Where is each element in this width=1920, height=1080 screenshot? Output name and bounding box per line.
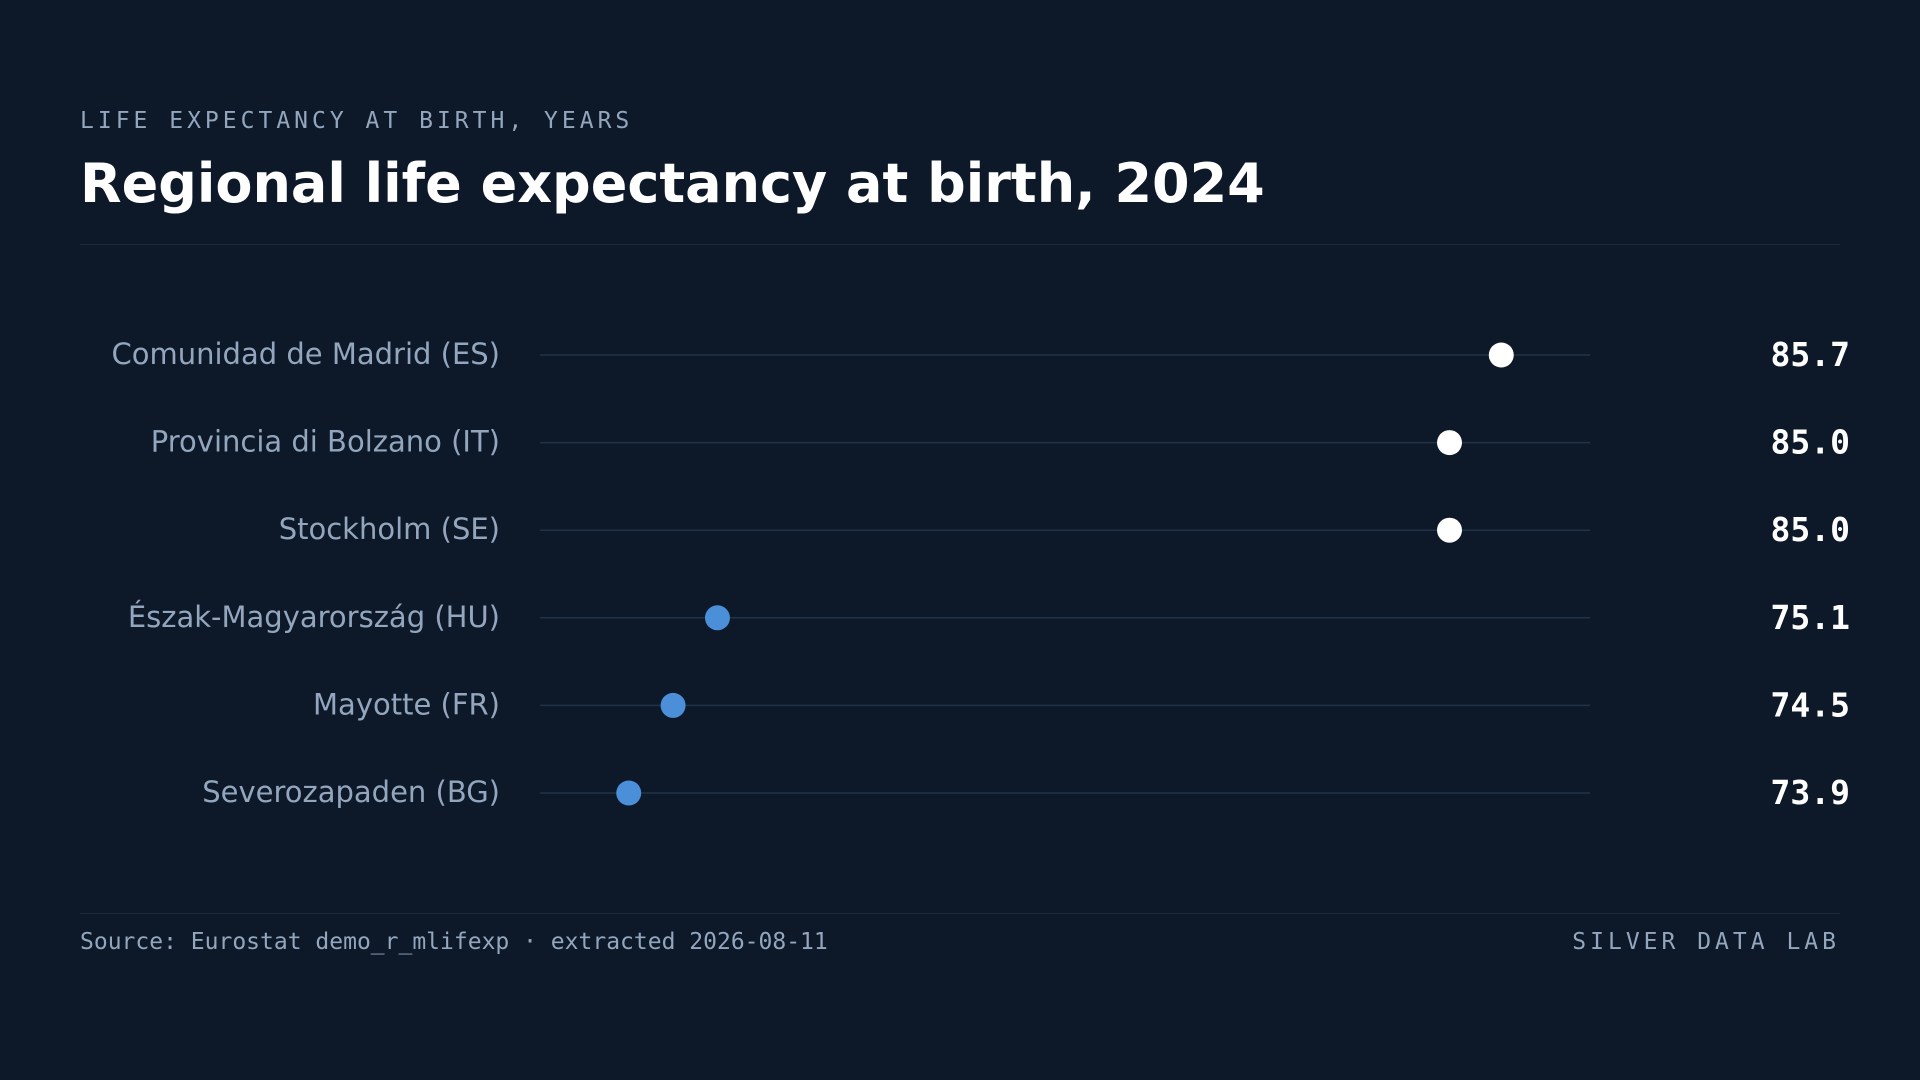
chart-row: Comunidad de Madrid (ES) 85.7 bbox=[112, 335, 1851, 374]
chart-kicker: LIFE EXPECTANCY AT BIRTH, YEARS bbox=[80, 108, 634, 134]
data-point bbox=[704, 605, 730, 631]
value-label: 73.9 bbox=[1771, 773, 1850, 812]
chart-row: Severozapaden (BG) 73.9 bbox=[202, 773, 1850, 812]
value-label: 85.0 bbox=[1771, 423, 1850, 462]
chart-row: Mayotte (FR) 74.5 bbox=[313, 685, 1850, 724]
category-label: Észak-Magyarország (HU) bbox=[128, 600, 500, 634]
chart-row: Stockholm (SE) 85.0 bbox=[279, 510, 1850, 549]
data-point bbox=[1437, 430, 1463, 456]
footer-source: Source: Eurostat demo_r_mlifexp · extrac… bbox=[80, 929, 828, 955]
value-label: 74.5 bbox=[1771, 685, 1850, 724]
data-point bbox=[1437, 517, 1463, 543]
category-label: Comunidad de Madrid (ES) bbox=[112, 337, 501, 371]
value-label: 85.0 bbox=[1771, 510, 1850, 549]
data-point bbox=[1488, 342, 1514, 368]
chart-title: Regional life expectancy at birth, 2024 bbox=[80, 152, 1265, 215]
category-label: Stockholm (SE) bbox=[279, 512, 500, 546]
header-divider bbox=[80, 244, 1840, 245]
footer-brand: SILVER DATA LAB bbox=[1572, 929, 1840, 955]
category-label: Provincia di Bolzano (IT) bbox=[151, 425, 500, 459]
value-label: 75.1 bbox=[1771, 598, 1850, 637]
chart-row: Észak-Magyarország (HU) 75.1 bbox=[128, 598, 1850, 637]
category-label: Mayotte (FR) bbox=[313, 687, 500, 721]
data-point bbox=[660, 692, 686, 718]
footer-divider bbox=[80, 913, 1840, 914]
value-label: 85.7 bbox=[1771, 335, 1850, 374]
category-label: Severozapaden (BG) bbox=[202, 775, 500, 809]
data-point bbox=[616, 780, 642, 806]
chart-row: Provincia di Bolzano (IT) 85.0 bbox=[151, 423, 1850, 462]
